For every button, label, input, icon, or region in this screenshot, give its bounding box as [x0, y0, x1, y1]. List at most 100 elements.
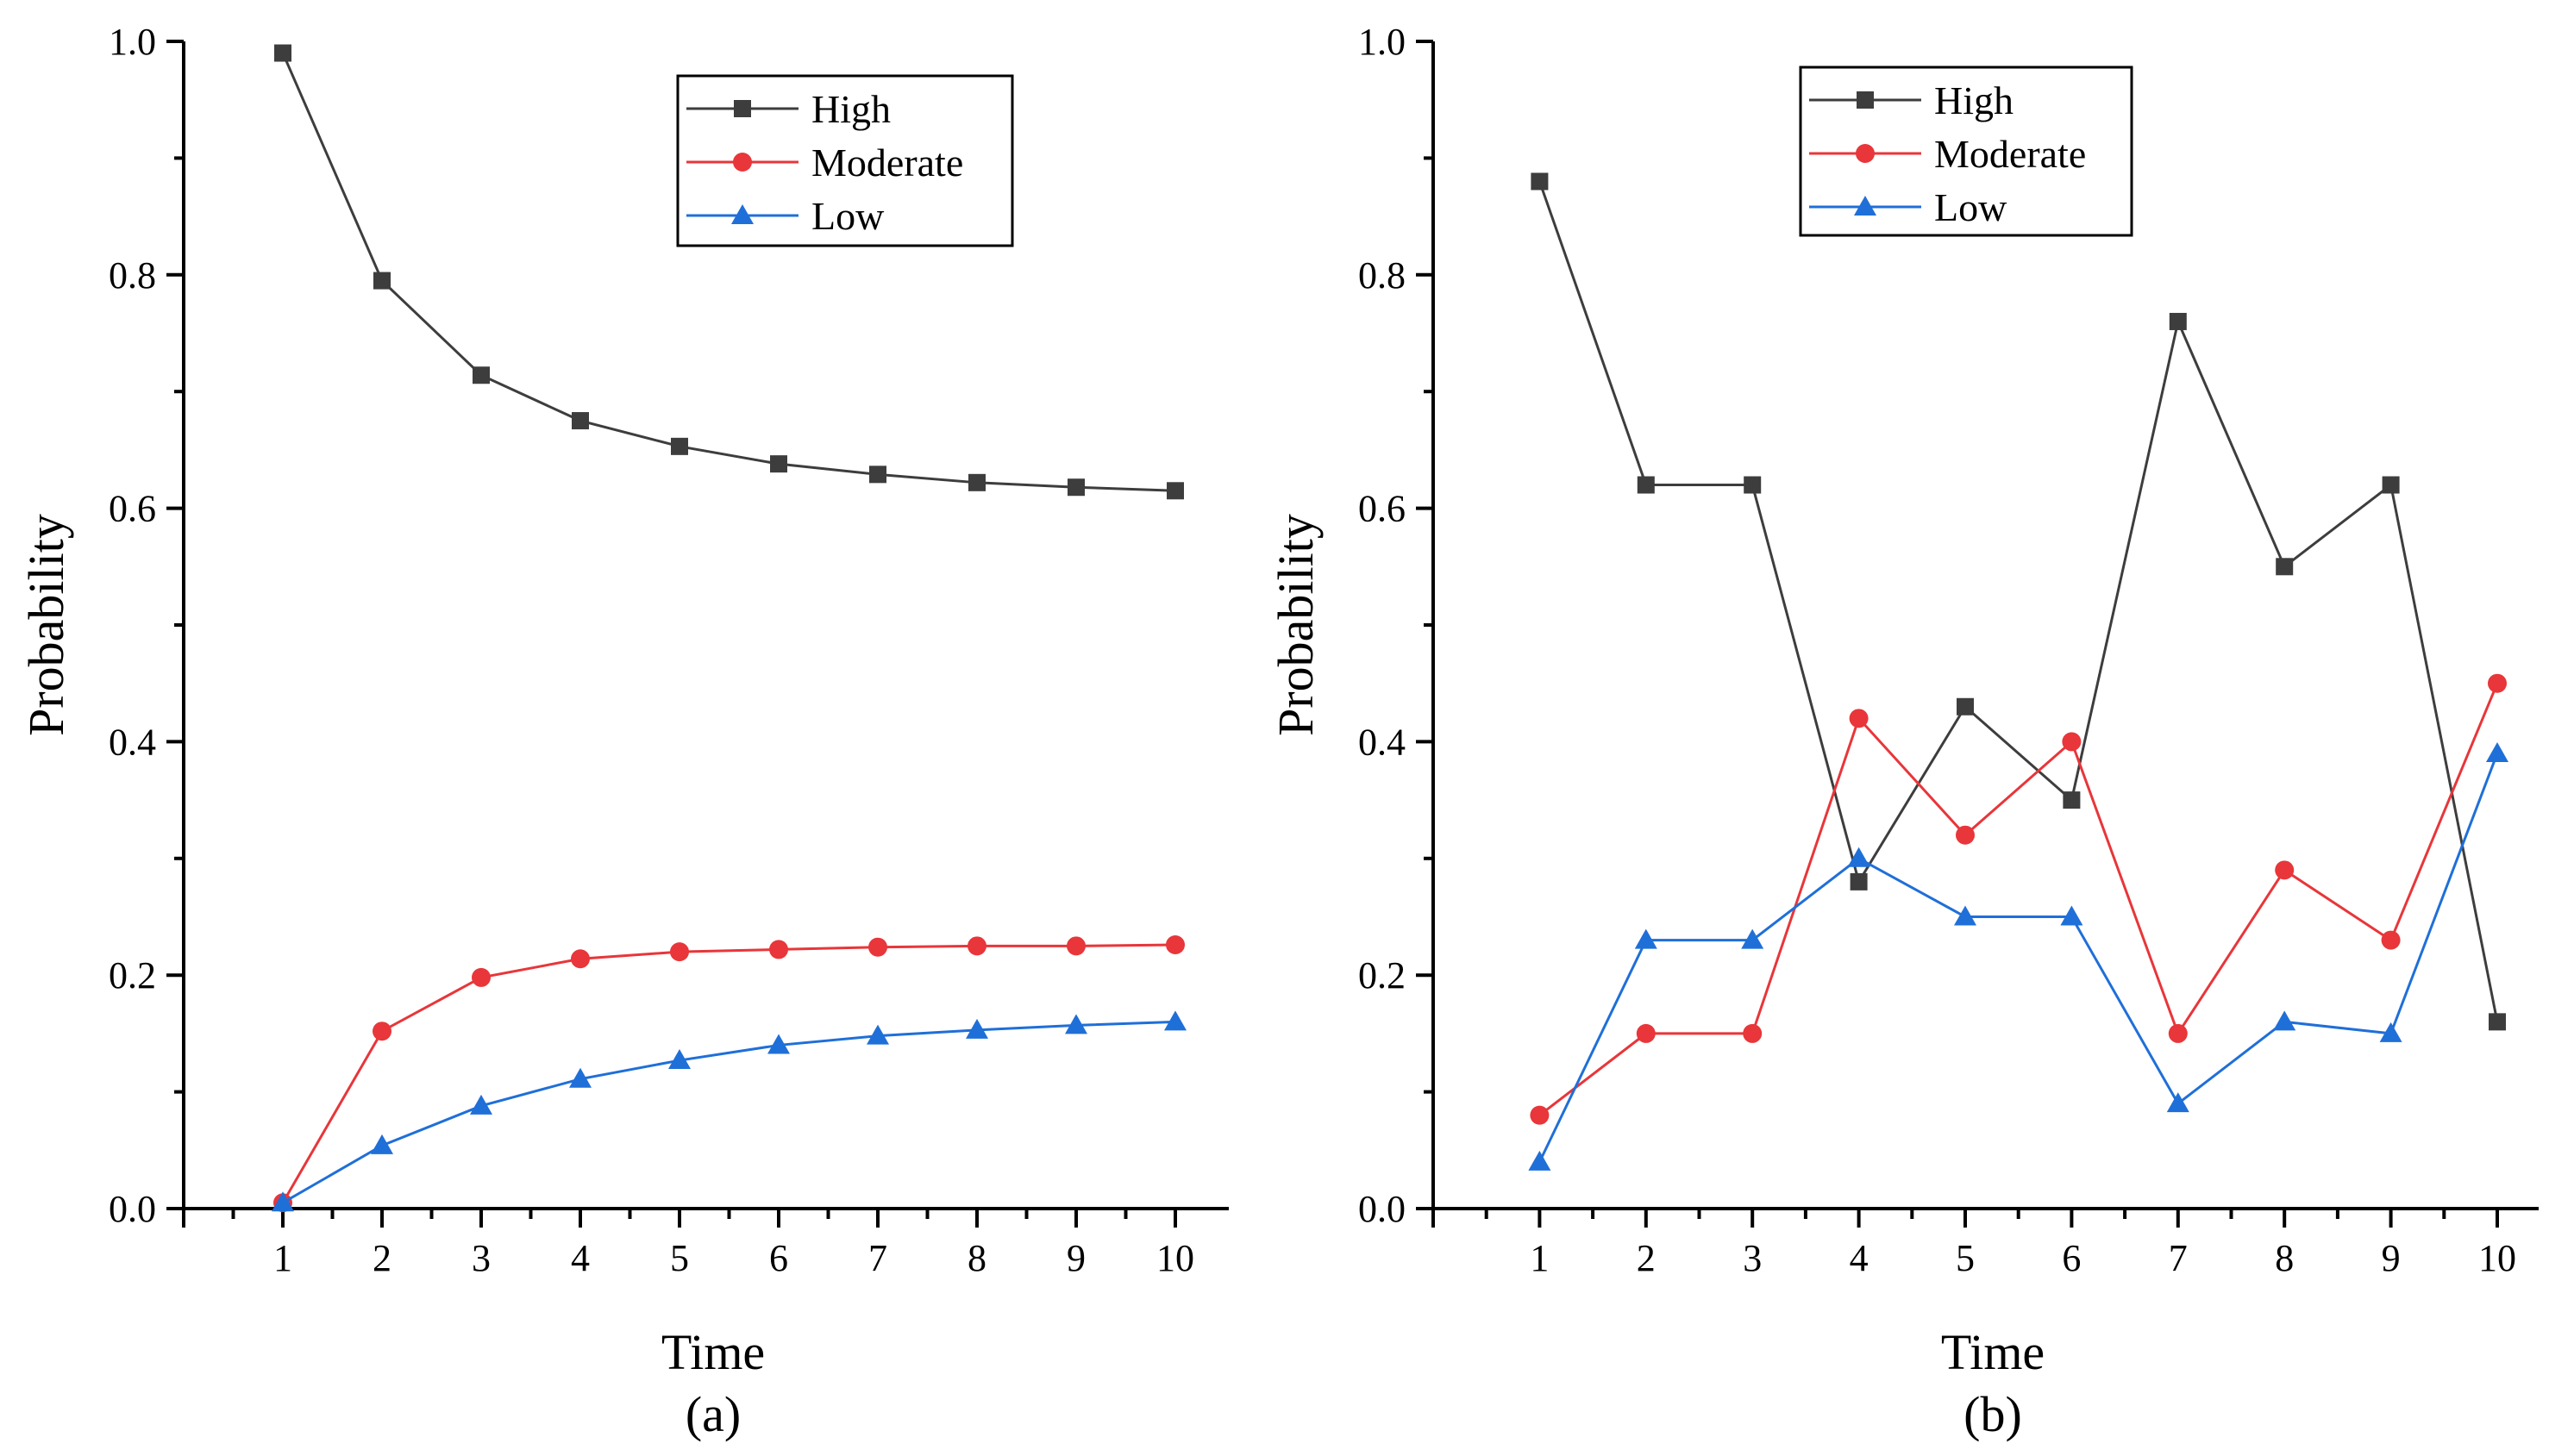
y-tick-label: 0.2: [109, 954, 156, 997]
series-line: [281, 943, 1176, 1203]
data-point: [2273, 1010, 2296, 1031]
legend-label: Low: [1934, 185, 2007, 229]
data-point: [2488, 673, 2507, 693]
y-tick-label: 0.4: [109, 721, 156, 763]
data-point: [274, 44, 291, 62]
data-point: [2276, 558, 2294, 576]
data-point: [2486, 741, 2508, 762]
legend-marker: [733, 153, 752, 172]
y-axis-title: Probability: [1268, 514, 1324, 736]
series-line: [281, 52, 1176, 492]
chart-panel-b: 0.0 0.2 0.4 0.6 0.8 1.0 1 2 3 4 5 6 7 8 9 10 Time (b) Prob…: [1268, 21, 2539, 1442]
x-tick-label: 7: [868, 1237, 887, 1279]
data-point: [1954, 905, 1976, 926]
legend-label: High: [811, 87, 891, 131]
data-point: [1637, 476, 1655, 494]
data-point: [2168, 1023, 2188, 1043]
series-high: [1531, 172, 2506, 1031]
x-tick-label: 6: [769, 1237, 788, 1279]
data-point: [2063, 791, 2081, 809]
data-point: [966, 1018, 988, 1039]
data-point: [1528, 1150, 1551, 1171]
data-point: [1850, 872, 1868, 890]
legend-marker: [1856, 144, 1875, 163]
data-point: [371, 1134, 393, 1154]
y-tick-label: 0.0: [109, 1188, 156, 1230]
panel-label: (a): [686, 1386, 741, 1442]
data-point: [1167, 482, 1184, 500]
y-axis-title: Probability: [18, 514, 74, 736]
x-tick-label: 7: [2169, 1237, 2188, 1279]
legend-label: High: [1934, 78, 2014, 122]
x-tick-label: 10: [2478, 1237, 2516, 1279]
x-tick-label: 9: [2382, 1237, 2401, 1279]
data-point: [1065, 1014, 1087, 1034]
series-low: [272, 1010, 1187, 1212]
data-point: [770, 455, 787, 473]
x-axis-title: Time: [1941, 1324, 2045, 1380]
data-point: [1744, 476, 1762, 494]
data-point: [2166, 1092, 2189, 1113]
y-tick-label: 0.6: [1358, 488, 1406, 530]
x-tick-label: 5: [1956, 1237, 1975, 1279]
series-line: [1538, 683, 2499, 1116]
y-tick-label: 1.0: [109, 21, 156, 63]
x-tick-label: 3: [472, 1237, 491, 1279]
data-point: [1847, 847, 1870, 867]
y-tick-label: 0.8: [1358, 254, 1406, 297]
data-point: [868, 937, 887, 957]
x-tick-label: 1: [1530, 1237, 1549, 1279]
data-point: [1166, 934, 1185, 954]
data-point: [867, 1024, 889, 1045]
y-tick-label: 0.0: [1358, 1188, 1406, 1230]
data-point: [272, 1191, 294, 1212]
data-point: [668, 1049, 691, 1070]
x-tick-label: 8: [968, 1237, 986, 1279]
data-point: [1067, 936, 1086, 956]
data-point: [470, 1094, 492, 1115]
data-point: [968, 936, 986, 956]
legend: High Moderate Low: [1799, 66, 2133, 237]
data-point: [472, 967, 491, 987]
data-point: [671, 437, 688, 455]
legend-marker: [1857, 91, 1874, 109]
x-tick-label: 4: [1850, 1237, 1869, 1279]
x-tick-label: 1: [273, 1237, 292, 1279]
series-line: [1538, 180, 2499, 1022]
chart-panel-a: 0.0 0.2 0.4 0.6 0.8 1.0 1 2 3 4 5 6 7 8 9 10 Time (a) Prob…: [18, 21, 1229, 1442]
legend-marker: [1854, 196, 1876, 216]
series-line: [282, 1020, 1176, 1204]
legend-label: Low: [811, 194, 885, 238]
data-point: [569, 1067, 592, 1088]
data-point: [572, 412, 589, 430]
data-point: [1636, 1023, 1656, 1043]
data-point: [1530, 1105, 1550, 1125]
legend-label: Moderate: [1934, 132, 2086, 176]
y-tick-label: 0.4: [1358, 721, 1406, 763]
y-tick-label: 0.8: [109, 254, 156, 297]
legend-label: Moderate: [811, 141, 963, 184]
x-tick-label: 9: [1067, 1237, 1086, 1279]
x-tick-label: 8: [2275, 1237, 2294, 1279]
legend-marker: [734, 100, 751, 117]
data-point: [1956, 825, 1975, 845]
data-point: [2060, 905, 2083, 926]
data-point: [2379, 1022, 2402, 1042]
y-tick-label: 0.2: [1358, 954, 1406, 997]
data-point: [473, 366, 490, 384]
data-point: [2169, 312, 2187, 330]
data-point: [2062, 732, 2082, 752]
series-moderate: [273, 934, 1185, 1213]
data-point: [2381, 930, 2401, 950]
data-point: [2275, 860, 2295, 880]
x-tick-label: 5: [670, 1237, 689, 1279]
y-tick-label: 0.6: [109, 488, 156, 530]
x-tick-label: 10: [1156, 1237, 1194, 1279]
data-point: [1164, 1010, 1187, 1031]
x-tick-label: 2: [1637, 1237, 1656, 1279]
panel-label: (b): [1963, 1386, 2022, 1442]
data-point: [373, 1022, 391, 1041]
data-point: [1849, 709, 1869, 728]
data-point: [571, 949, 590, 969]
data-point: [1741, 928, 1764, 949]
